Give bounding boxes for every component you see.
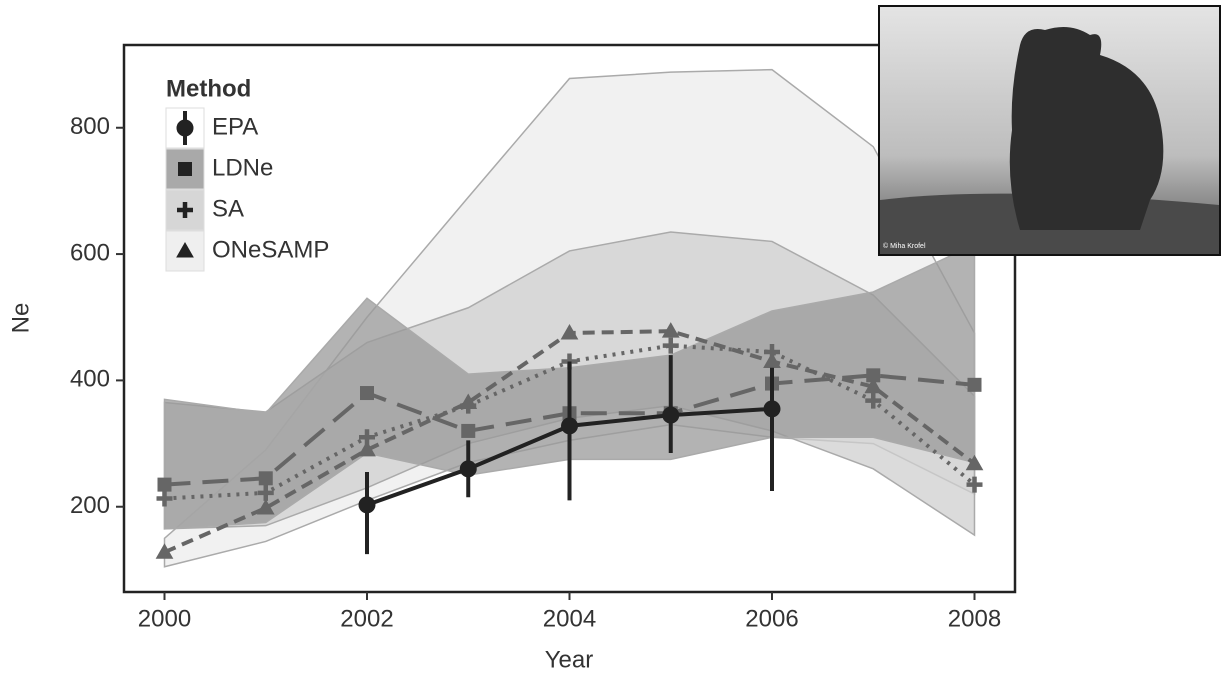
x-tick-label: 2002 [340,605,393,632]
photo-bear [1009,26,1164,231]
legend-label: LDNe [212,154,273,181]
data-point [865,392,882,409]
data-point [560,324,579,340]
y-axis-label: Ne [7,303,34,334]
data-point [156,490,173,507]
data-point [763,352,781,368]
data-point [461,423,476,438]
legend-label: EPA [212,113,258,140]
legend-marker [176,241,194,258]
data-point [358,440,376,457]
x-tick-label: 2006 [745,605,798,632]
data-point [258,471,273,486]
data-point [662,337,679,354]
legend-title: Method [166,75,251,102]
data-point [966,476,983,493]
legend-marker [178,162,192,176]
data-point [662,406,680,424]
data-point [257,484,274,501]
data-point [157,477,172,492]
photo-inset: © Miha Krofel [878,5,1221,256]
data-point [561,417,578,435]
y-tick-label: 400 [70,366,110,393]
legend-marker [176,119,194,137]
data-point [965,454,984,471]
data-point [256,498,275,515]
data-point [155,543,174,559]
x-axis-label: Year [545,646,594,673]
data-point [460,397,477,414]
data-point [763,400,781,418]
data-point [661,322,680,338]
photo-credit: © Miha Krofel [883,242,926,250]
data-point [459,460,477,478]
y-tick-label: 600 [70,239,110,266]
y-tick-label: 800 [70,113,110,140]
data-point [358,496,376,514]
legend-label: SA [212,195,244,222]
data-point [866,368,881,383]
data-point [359,429,375,446]
data-point [360,386,374,401]
x-tick-label: 2004 [543,605,596,632]
data-point [967,377,982,392]
y-tick-label: 200 [70,492,110,519]
legend: Method EPA LDNe SA ONeSAMP [165,75,329,272]
x-tick-label: 2008 [948,605,1001,632]
legend-label: ONeSAMP [212,236,329,263]
legend-marker [177,202,193,218]
x-tick-label: 2000 [138,605,191,632]
data-point [764,343,780,360]
lines [155,322,984,559]
